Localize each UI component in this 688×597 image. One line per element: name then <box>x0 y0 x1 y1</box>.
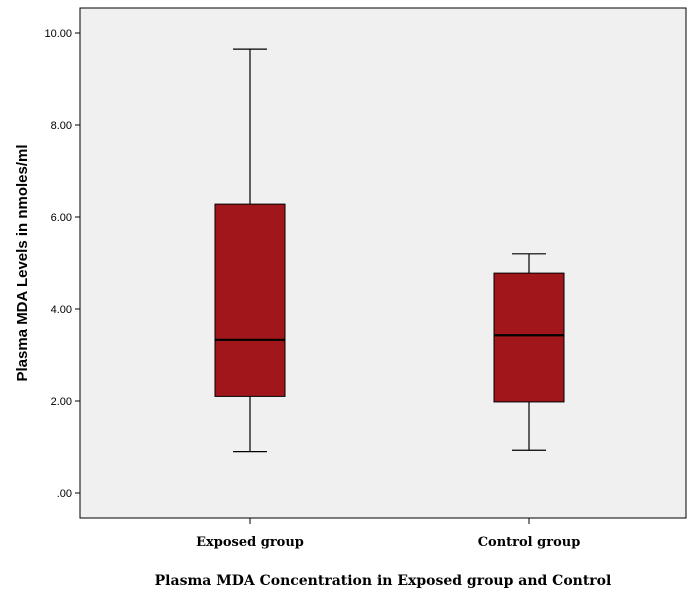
x-tick-label: Control group <box>478 535 581 550</box>
y-axis: .00 2.00 4.00 6.00 8.00 10.00 <box>44 28 80 500</box>
iqr-box <box>214 203 286 397</box>
y-tick-label: 10.00 <box>44 28 72 40</box>
x-axis: Exposed group Control group <box>196 518 580 550</box>
box-control-group <box>493 253 565 451</box>
y-tick-label: 2.00 <box>51 396 72 408</box>
x-tick-label: Exposed group <box>196 535 304 550</box>
plot-area <box>79 7 687 519</box>
box-exposed-group <box>214 48 286 453</box>
y-tick-label: 4.00 <box>51 304 72 316</box>
y-tick-label: 8.00 <box>51 120 72 132</box>
y-tick-label: .00 <box>57 488 72 500</box>
y-axis-title: Plasma MDA Levels in nmoles/ml <box>14 144 31 381</box>
iqr-box <box>493 272 565 403</box>
boxes <box>214 48 565 453</box>
x-axis-title: Plasma MDA Concentration in Exposed grou… <box>155 573 612 589</box>
y-tick-label: 6.00 <box>51 212 72 224</box>
